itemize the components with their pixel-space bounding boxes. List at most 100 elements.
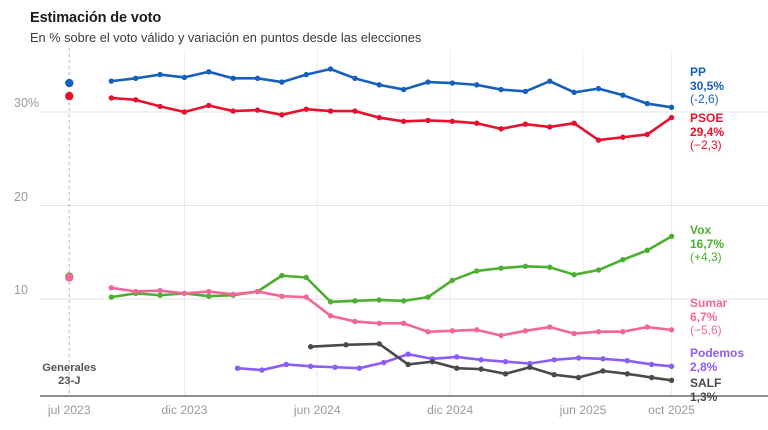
data-point: [644, 100, 650, 107]
y-axis-tick-label: 10: [14, 283, 28, 297]
series-label-salf: SALF 1,3%: [690, 376, 721, 404]
data-point: [502, 371, 509, 377]
data-point: [522, 263, 529, 269]
data-point: [595, 267, 602, 273]
data-point: [522, 328, 529, 334]
data-point: [474, 268, 480, 274]
data-point: [108, 95, 115, 101]
data-point: [644, 131, 650, 138]
data-point: [429, 358, 436, 365]
data-point: [254, 288, 261, 295]
series-line-salf: [309, 342, 673, 382]
series-label-pp: PP 30,5% (-2,6): [690, 65, 724, 107]
data-point: [307, 343, 314, 350]
data-point: [400, 298, 407, 304]
page-title: Estimación de voto: [30, 10, 162, 26]
election-point-psoe: [65, 91, 74, 101]
data-point: [133, 75, 139, 82]
x-axis-tick-label: oct 2025: [648, 403, 695, 417]
data-point: [498, 126, 504, 132]
data-point: [668, 327, 675, 333]
data-point: [133, 97, 139, 103]
data-point: [454, 354, 460, 360]
data-point: [230, 108, 236, 114]
data-point: [157, 287, 163, 294]
data-point: [157, 103, 163, 110]
data-point: [400, 320, 407, 327]
data-point: [405, 361, 411, 368]
data-point: [474, 82, 480, 88]
data-point: [230, 291, 236, 298]
series-label-name: PP: [690, 65, 707, 79]
data-point: [551, 372, 557, 378]
data-point: [157, 71, 163, 78]
series-label-diff: (-2,6): [690, 92, 719, 106]
data-point: [279, 293, 285, 299]
data-point: [405, 351, 411, 357]
data-point: [303, 274, 309, 281]
data-point: [400, 118, 407, 125]
data-point: [376, 114, 382, 121]
data-point: [644, 247, 650, 254]
data-point: [254, 75, 261, 82]
series-line-sumar: [110, 286, 673, 337]
data-point: [108, 285, 115, 291]
data-point: [600, 368, 606, 374]
x-axis-tick-label: dic 2023: [161, 403, 208, 417]
data-point: [648, 361, 655, 368]
data-point: [327, 108, 334, 114]
series-label-diff: (−5,6): [690, 323, 722, 337]
data-point: [474, 327, 480, 333]
data-point: [108, 78, 115, 84]
series-line-vox: [110, 235, 673, 304]
data-point: [624, 371, 630, 377]
election-point-sumar: [65, 273, 74, 282]
data-point: [206, 288, 212, 295]
data-point: [303, 106, 309, 112]
data-point: [327, 313, 334, 319]
data-point: [648, 374, 655, 381]
data-point: [454, 365, 460, 371]
series-label-value: 6,7%: [690, 309, 718, 324]
data-point: [668, 363, 675, 370]
series-label-name: Vox: [690, 223, 712, 237]
series-label-value: 16,7%: [690, 236, 725, 251]
data-point: [332, 364, 338, 370]
data-point: [668, 114, 675, 121]
data-point: [376, 82, 382, 88]
data-point: [376, 320, 382, 327]
data-point: [624, 358, 630, 364]
data-point: [327, 299, 334, 305]
data-point: [595, 329, 602, 335]
page-subtitle: En % sobre el voto válido y variación en…: [30, 30, 422, 45]
data-point: [502, 358, 509, 365]
data-point: [133, 288, 139, 295]
data-point: [279, 79, 285, 85]
data-point: [449, 80, 456, 86]
data-point: [620, 329, 626, 335]
data-point: [157, 292, 163, 298]
data-point: [307, 363, 314, 370]
data-point: [279, 272, 285, 279]
series-label-vox: Vox 16,7% (+4,3): [690, 223, 725, 265]
data-point: [668, 377, 675, 384]
data-point: [254, 107, 261, 113]
data-point: [181, 109, 188, 115]
data-point: [400, 86, 407, 93]
data-point: [234, 365, 241, 371]
data-point: [571, 120, 577, 126]
data-point: [381, 359, 387, 366]
data-point: [527, 360, 533, 367]
data-point: [498, 86, 504, 93]
data-point: [449, 118, 456, 125]
data-point: [571, 271, 577, 278]
data-point: [600, 356, 606, 362]
data-point: [575, 374, 582, 381]
y-axis-tick-label: 30%: [14, 96, 40, 110]
data-point: [575, 355, 582, 361]
data-point: [206, 293, 212, 299]
data-point: [352, 318, 358, 325]
data-point: [425, 329, 431, 335]
data-point: [644, 324, 650, 330]
